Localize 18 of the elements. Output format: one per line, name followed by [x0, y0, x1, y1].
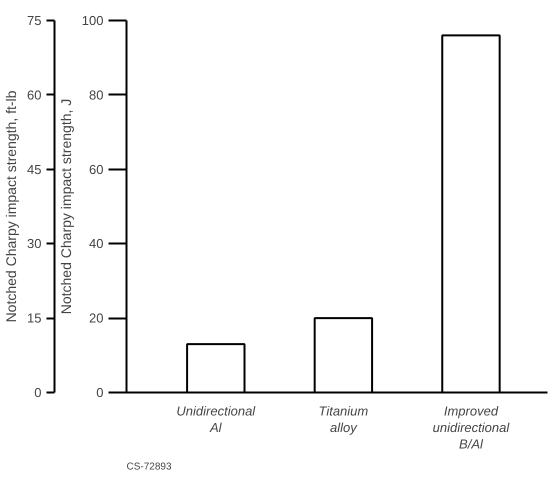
- y2-tick-label: 30: [27, 236, 42, 252]
- text: CS-72893: [126, 462, 172, 472]
- y-tick-label: 40: [89, 236, 104, 252]
- x-tick-label: Titanium alloy: [318, 404, 368, 435]
- y2-tick-label: 45: [27, 162, 42, 177]
- y-tick-label: 60: [89, 162, 104, 177]
- y2-tick-label: 0: [34, 385, 42, 400]
- y-tick-label: 80: [89, 87, 104, 102]
- y-axis-title: Notched Charpy impact strength, J: [58, 98, 74, 314]
- y2-tick-label: 75: [27, 13, 42, 28]
- y-tick-label: 20: [89, 310, 104, 326]
- y-tick-label: 100: [82, 13, 104, 28]
- x-tick-label: Unidirectional Al: [176, 404, 256, 435]
- y2-axis-title: Notched Charpy impact strength, ft-lb: [3, 90, 20, 322]
- y2-tick-label: 15: [27, 310, 42, 326]
- y-tick-label: 0: [96, 385, 104, 400]
- y2-tick-label: 60: [27, 87, 42, 102]
- x-tick-label: Improved unidirectional B/Al: [432, 404, 510, 452]
